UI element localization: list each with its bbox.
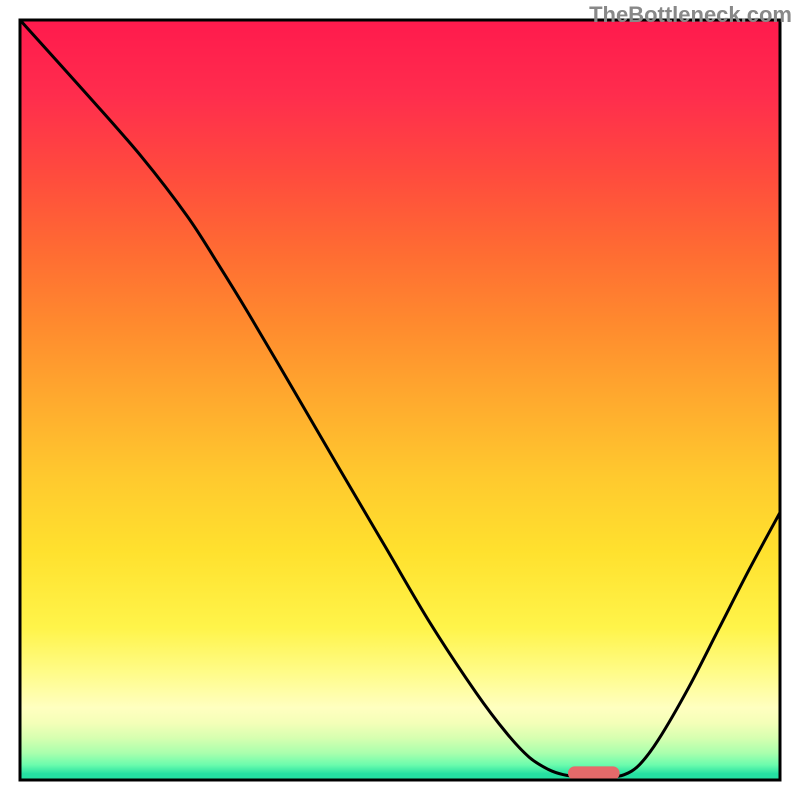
optimal-marker <box>568 766 620 780</box>
plot-background <box>20 20 780 780</box>
bottleneck-chart <box>0 0 800 800</box>
chart-container: TheBottleneck.com <box>0 0 800 800</box>
